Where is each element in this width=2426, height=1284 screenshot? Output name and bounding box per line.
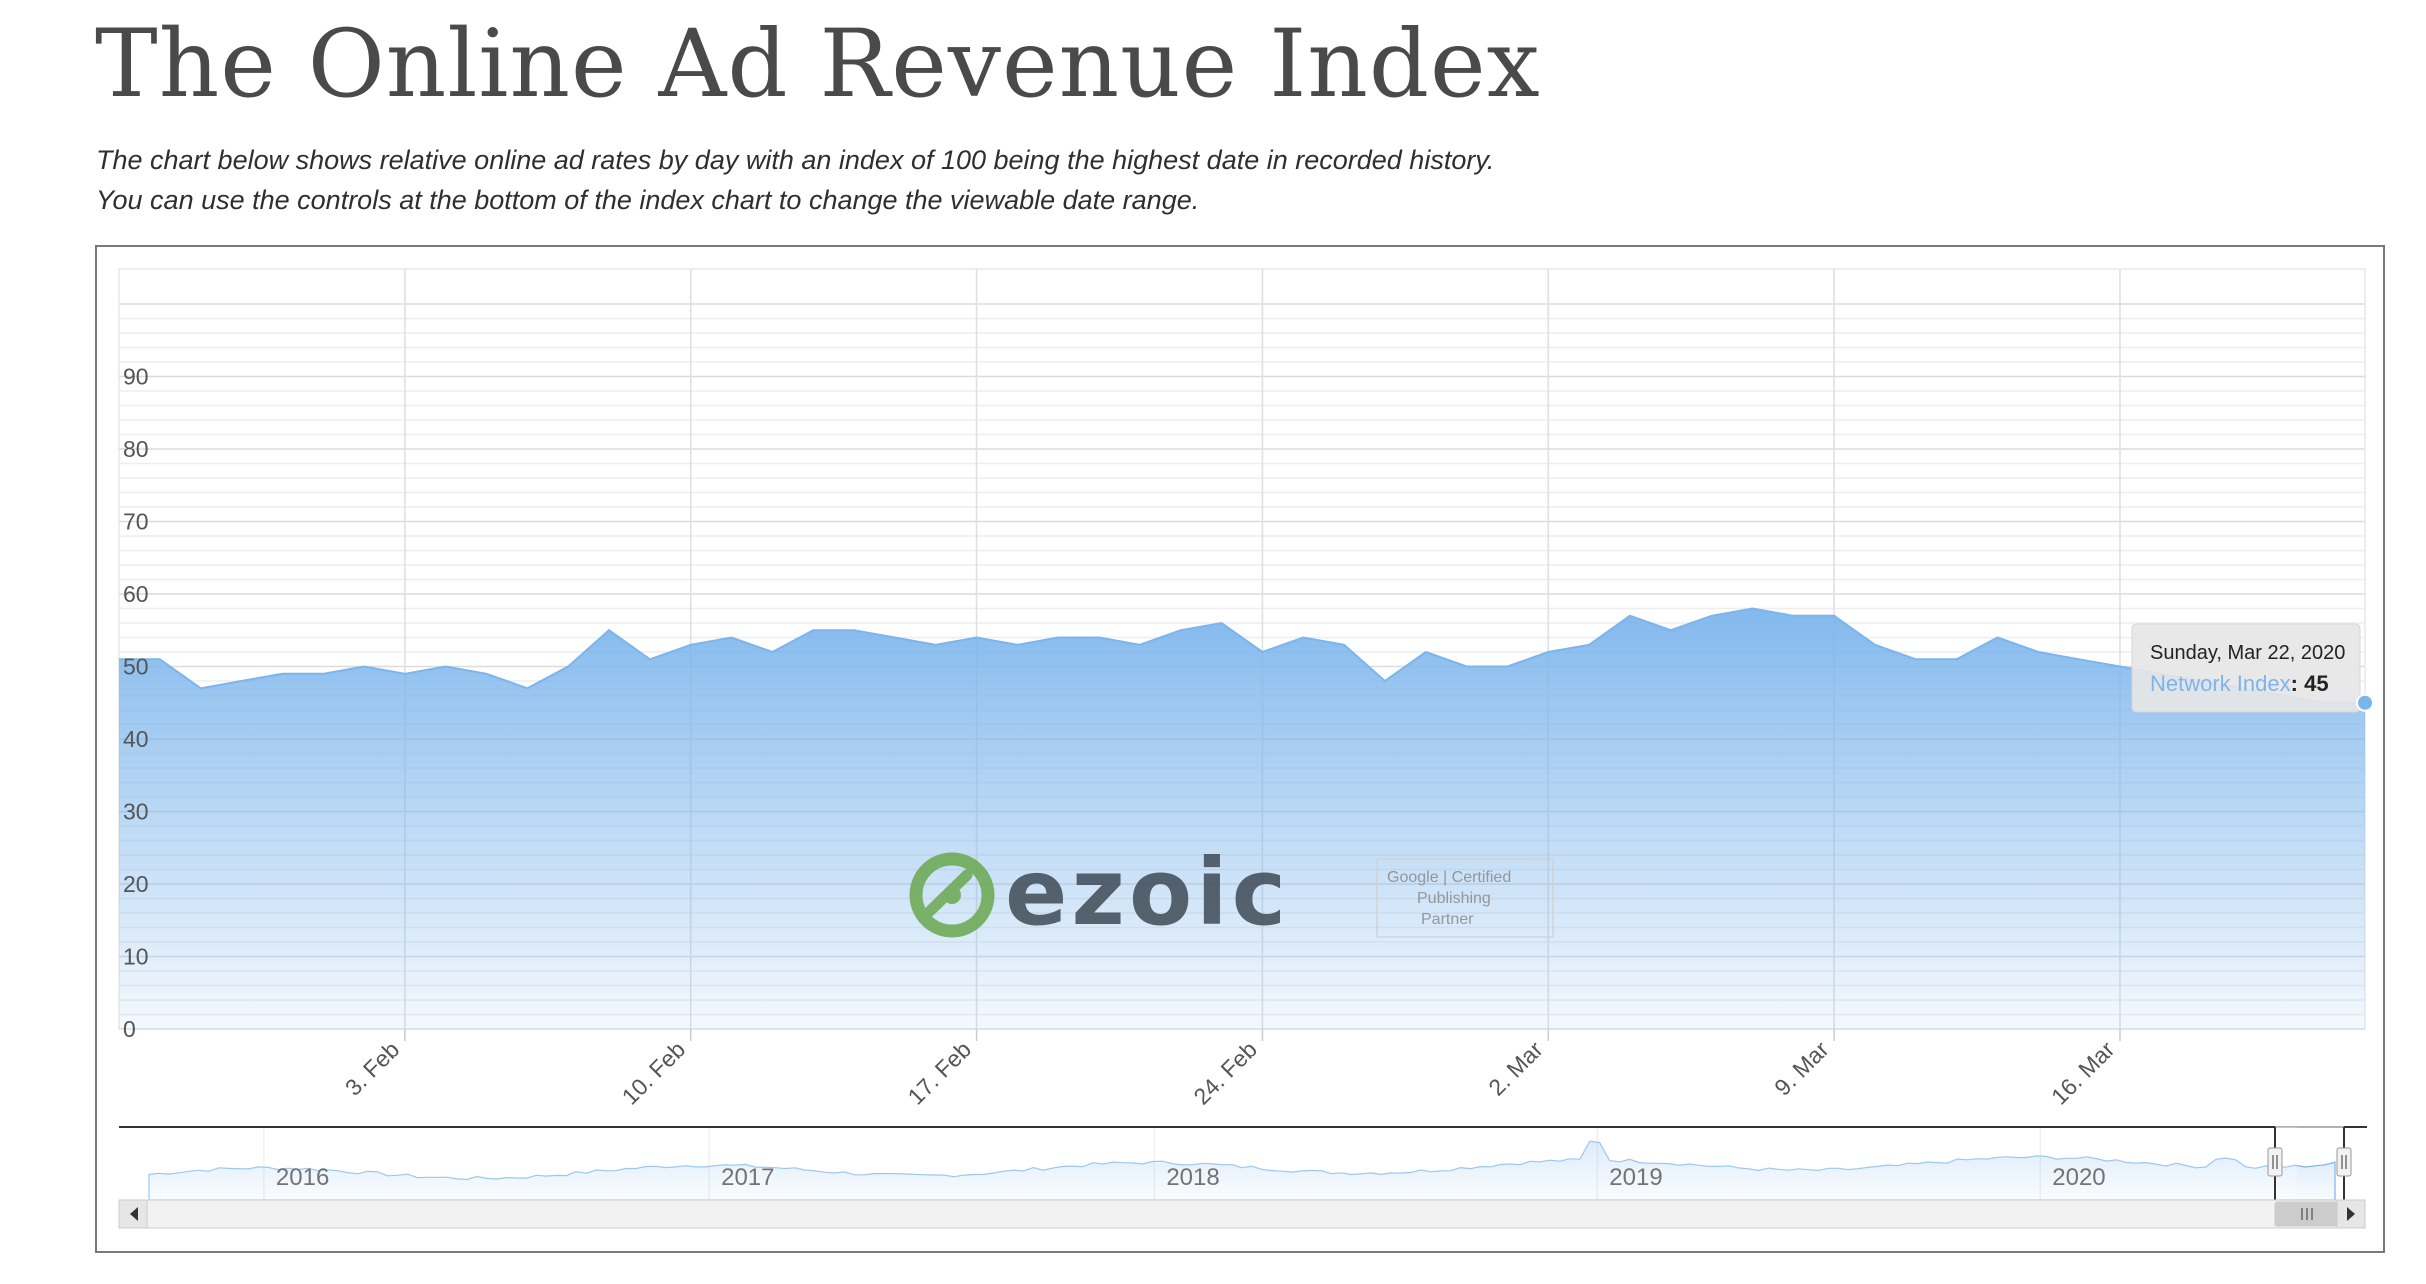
y-tick-label: 50 [123, 654, 149, 680]
tooltip-value: 45 [2304, 671, 2328, 696]
y-tick-label: 40 [123, 726, 149, 752]
y-tick-label: 20 [123, 871, 149, 897]
y-tick-label: 70 [123, 509, 149, 535]
x-tick-label: 17. Feb [903, 1036, 977, 1110]
y-tick-label: 0 [123, 1016, 136, 1042]
scrollbar-thumb[interactable] [2274, 1201, 2340, 1227]
scrollbar-right-arrow[interactable] [2336, 1199, 2366, 1229]
navigator-year-label: 2018 [1166, 1164, 1219, 1191]
navigator-year-label: 2016 [276, 1164, 329, 1191]
tooltip-body: Network Index: 45 [2150, 671, 2329, 696]
ezoic-logo-text: ezoic [1005, 839, 1290, 946]
navigator-handle-left[interactable] [2267, 1147, 2283, 1177]
x-tick-label: 10. Feb [617, 1036, 691, 1110]
x-tick-label: 9. Mar [1769, 1036, 1834, 1101]
index-chart: ezoic Google | Certified Publishing Part… [118, 268, 2374, 1229]
navigator-series-area [148, 1140, 2336, 1201]
scrollbar[interactable] [118, 1199, 2366, 1229]
series-line [119, 607, 2365, 704]
y-tick-label: 60 [123, 581, 149, 607]
chart-container: ezoic Google | Certified Publishing Part… [95, 245, 2385, 1253]
navigator-year-label: 2020 [2052, 1164, 2105, 1191]
ezoic-logo-icon [909, 852, 995, 938]
ezoic-watermark: ezoic Google | Certified Publishing Part… [909, 839, 1554, 946]
series-area-fill [119, 608, 2365, 1029]
tooltip-date: Sunday, Mar 22, 2020 [2150, 642, 2345, 664]
navigator-year-label: 2019 [1609, 1164, 1662, 1191]
hover-point-marker [2356, 693, 2374, 712]
chart-tooltip: Sunday, Mar 22, 2020 Network Index: 45 [2131, 623, 2361, 713]
x-tick-label: 3. Feb [340, 1036, 405, 1101]
chart-description-line-2: You can use the controls at the bottom o… [96, 185, 1200, 215]
y-tick-label: 80 [123, 436, 149, 462]
x-tick-label: 2. Mar [1483, 1036, 1548, 1101]
badge-line-1: Google | Certified [1387, 869, 1511, 886]
scrollbar-left-arrow[interactable] [118, 1199, 148, 1229]
y-tick-label: 90 [123, 364, 149, 390]
navigator-handle-right[interactable] [2336, 1147, 2352, 1177]
y-tick-label: 30 [123, 799, 149, 825]
navigator-year-labels: 2016 2017 2018 2019 2020 [276, 1164, 2106, 1191]
tooltip-series-name: Network Index [2150, 671, 2291, 696]
navigator-year-label: 2017 [721, 1164, 774, 1191]
badge-line-2: Publishing [1417, 890, 1491, 907]
badge-line-3: Partner [1421, 911, 1474, 928]
y-tick-label: 10 [123, 944, 149, 970]
chart-description-line-1: The chart below shows relative online ad… [96, 145, 1495, 175]
tooltip-colon: : [2291, 671, 2304, 696]
x-tick-label: 24. Feb [1188, 1036, 1262, 1110]
series-area [119, 607, 2365, 1029]
y-axis-labels: 0 10 20 30 40 50 60 70 80 90 [123, 364, 149, 1043]
page-title: The Online Ad Revenue Index [95, 10, 1541, 119]
x-axis-labels: 3. Feb 10. Feb 17. Feb 24. Feb 2. Mar 9. Mar 1… [340, 1029, 2121, 1110]
x-tick-label: 16. Mar [2046, 1036, 2120, 1110]
